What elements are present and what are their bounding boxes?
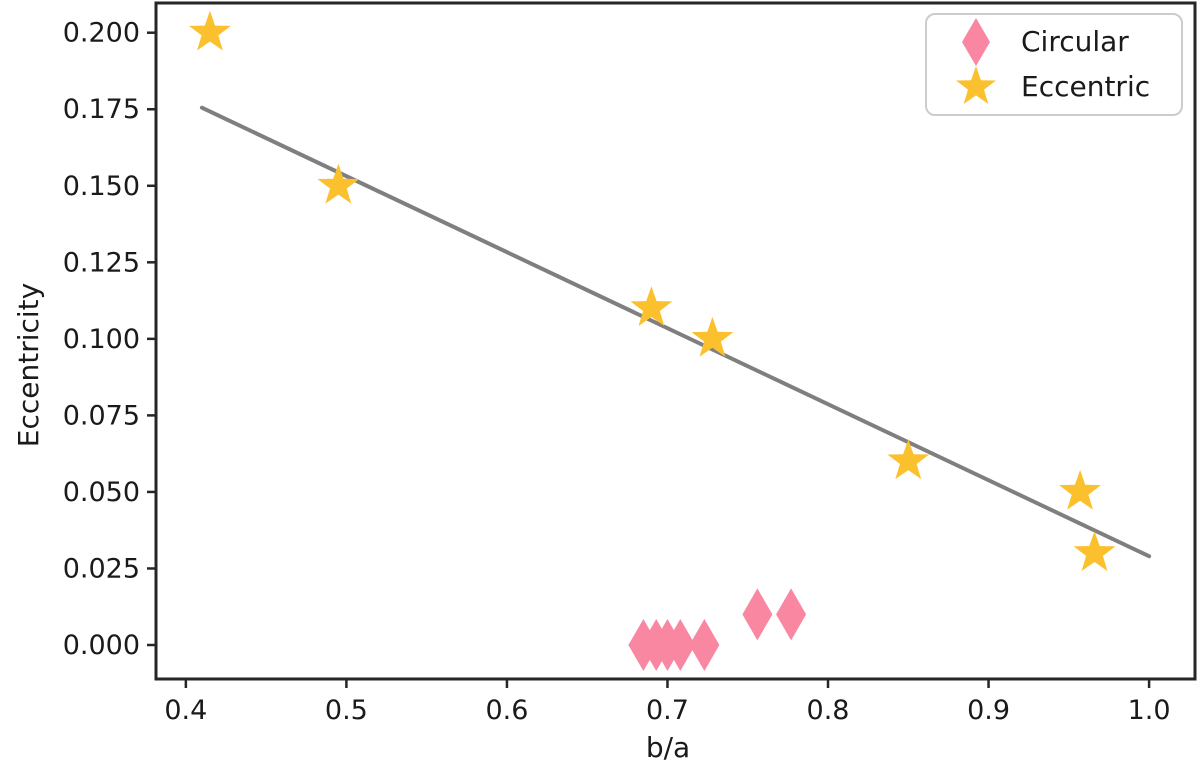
plot-border: [154, 1, 1197, 681]
star-icon: [951, 64, 1001, 110]
y-tick-label: 0.150: [63, 171, 140, 202]
scatter-point-eccentric: [317, 163, 360, 204]
legend-item-eccentric: Eccentric: [951, 65, 1181, 111]
y-tick-label: 0.000: [63, 630, 140, 661]
scatter-point-eccentric: [630, 286, 673, 326]
x-tick-label: 0.7: [646, 695, 689, 726]
scatter-point-eccentric: [189, 10, 231, 51]
y-tick-label: 0.200: [63, 18, 140, 49]
legend-label-circular: Circular: [1021, 24, 1129, 58]
diamond-icon: [951, 16, 1001, 68]
x-axis-label: b/a: [646, 731, 690, 764]
y-tick-label: 0.075: [63, 400, 140, 431]
scatter-point-eccentric: [691, 316, 734, 357]
x-tick-label: 0.4: [164, 695, 207, 726]
y-tick-label: 0.125: [63, 247, 140, 278]
legend-item-circular: Circular: [951, 16, 1181, 68]
legend: Circular Eccentric: [925, 13, 1183, 116]
scatter-point-circular: [689, 619, 720, 671]
legend-label-eccentric: Eccentric: [1021, 70, 1151, 104]
y-axis-label: Eccentricity: [12, 283, 45, 447]
y-tick-label: 0.025: [63, 553, 140, 584]
scatter-point-circular: [776, 588, 807, 641]
scatter-point-circular: [742, 588, 773, 641]
scatter-point-circular: [665, 619, 696, 671]
scatter-point-eccentric: [1059, 469, 1101, 510]
x-tick-label: 1.0: [1128, 695, 1171, 726]
fit-line: [199, 105, 1152, 559]
y-tick-label: 0.175: [63, 94, 140, 125]
scatter-point-eccentric: [1073, 531, 1116, 571]
x-tick-label: 0.5: [325, 695, 368, 726]
plot-area: 0.4 0.5 0.6 0.7 0.8 0.9 1.0 0.000 0.025 0.050 0.07…: [63, 1, 1197, 726]
y-tick-label: 0.050: [63, 477, 140, 508]
x-tick-label: 0.9: [967, 695, 1010, 726]
x-tick-label: 0.6: [485, 695, 528, 726]
x-tick-label: 0.8: [807, 695, 850, 726]
scatter-point-eccentric: [887, 439, 930, 480]
y-tick-label: 0.100: [63, 324, 140, 355]
